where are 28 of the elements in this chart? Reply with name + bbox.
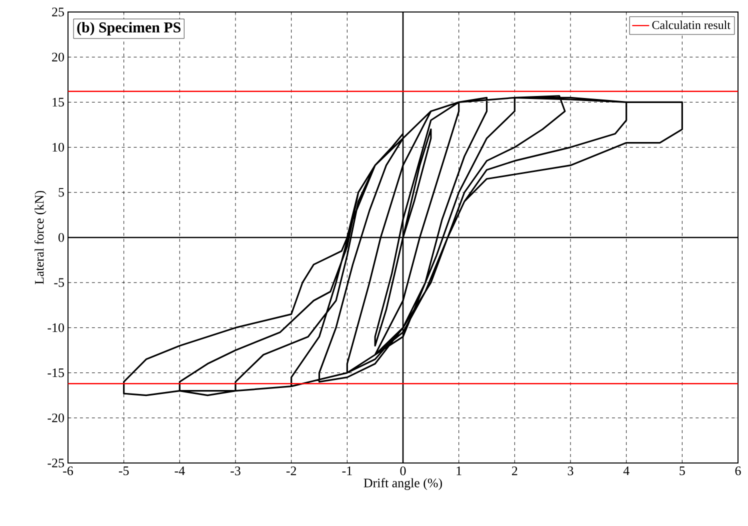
- y-tick-label: 25: [52, 8, 64, 16]
- y-tick-label: -10: [48, 323, 64, 332]
- y-tick-label: -20: [48, 414, 64, 422]
- x-tick-label: -1: [342, 466, 352, 476]
- y-tick-label: -25: [48, 458, 64, 468]
- y-tick-label: 10: [52, 142, 64, 152]
- x-tick-label: 4: [623, 466, 630, 476]
- x-tick-label: -4: [174, 466, 185, 476]
- annotation: (b) Specimen PS: [77, 22, 180, 36]
- y-tick-label: 20: [52, 52, 64, 62]
- y-tick-label: 5: [58, 188, 64, 197]
- x-tick-label: 0: [400, 466, 406, 476]
- x-tick-label: -5: [118, 466, 129, 476]
- x-tick-label: -2: [286, 466, 296, 476]
- x-tick-label: 1: [456, 466, 462, 476]
- y-tick-label: -5: [54, 278, 64, 287]
- x-tick-label: -6: [63, 466, 74, 476]
- x-tick-label: 5: [680, 466, 685, 476]
- y-tick-label: -15: [48, 368, 64, 378]
- y-tick-label: 15: [52, 98, 64, 107]
- x-tick-label: 6: [735, 466, 741, 476]
- x-tick-label: 2: [512, 466, 518, 476]
- y-tick-label: 0: [58, 233, 64, 242]
- y-axis-title: Lateral force (kN): [34, 190, 46, 284]
- x-tick-label: -3: [230, 466, 240, 476]
- x-axis-title: Drift angle (%): [364, 478, 442, 490]
- x-tick-label: 3: [568, 466, 574, 476]
- legend-label: Calculatin result: [652, 20, 730, 30]
